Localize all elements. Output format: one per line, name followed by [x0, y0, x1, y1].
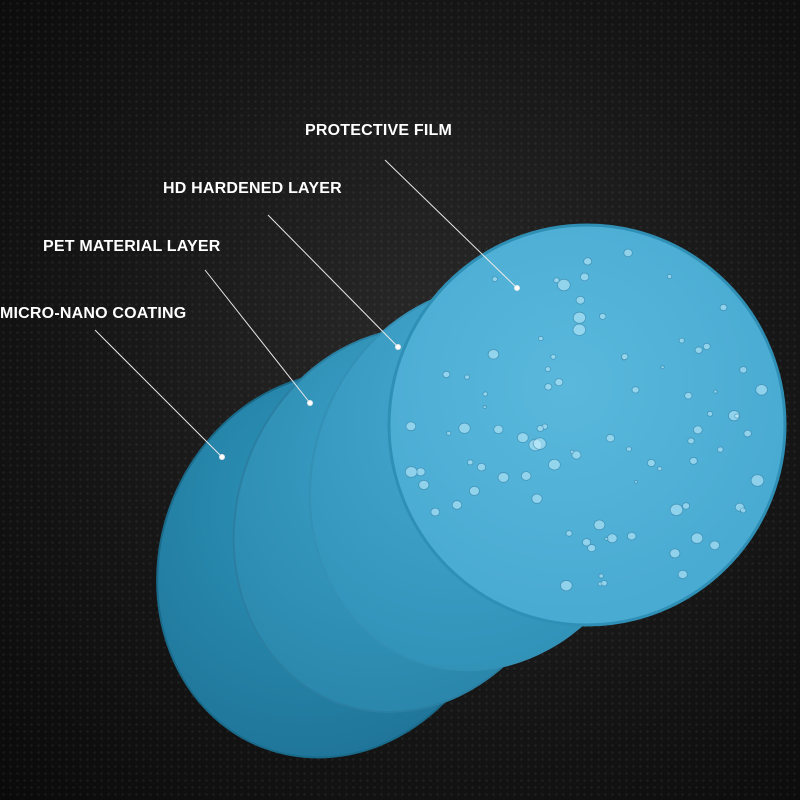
water-droplet — [657, 466, 663, 472]
water-droplet — [600, 580, 608, 587]
water-droplet — [755, 384, 768, 396]
water-droplet — [693, 425, 703, 435]
water-droplet — [418, 479, 430, 490]
water-droplet — [582, 538, 591, 547]
water-droplet — [557, 278, 571, 292]
water-droplet — [687, 437, 695, 445]
water-droplet — [464, 374, 470, 380]
protective-film-label: PROTECTIVE FILM — [305, 122, 452, 139]
water-droplet — [458, 422, 471, 434]
pet-material-layer-label: PET MATERIAL LAYER — [43, 238, 221, 255]
water-droplet — [493, 424, 504, 434]
water-droplet — [660, 365, 665, 370]
water-droplet — [669, 503, 684, 516]
water-droplet — [717, 446, 724, 453]
water-droplet — [599, 313, 607, 320]
hd-hardened-layer-dot — [395, 344, 401, 350]
water-droplet — [572, 311, 587, 324]
water-droplet — [593, 519, 606, 531]
water-droplet — [702, 342, 711, 351]
water-droplet — [719, 304, 728, 311]
water-droplet — [569, 449, 575, 454]
water-droplet — [560, 580, 573, 592]
micro-nano-coating-label: MICRO-NANO COATING — [0, 305, 187, 322]
water-droplet — [571, 450, 582, 460]
micro-nano-coating-leader-line — [94, 329, 223, 458]
water-droplet — [446, 431, 452, 436]
water-droplet — [605, 434, 615, 443]
pet-material-layer-leader-line — [204, 269, 311, 404]
water-droplet — [740, 507, 747, 514]
water-droplet — [669, 548, 681, 559]
hd-hardened-layer-leader-line — [267, 214, 399, 348]
water-droplets — [404, 248, 768, 592]
water-droplet — [442, 370, 451, 378]
water-droplet — [621, 353, 629, 360]
hd-hardened-layer-label: HD HARDENED LAYER — [163, 180, 342, 197]
water-droplet — [666, 274, 673, 279]
water-droplet — [415, 467, 426, 477]
water-droplet — [709, 540, 720, 551]
water-droplet — [627, 531, 637, 541]
water-droplet — [451, 500, 463, 510]
water-droplet — [694, 346, 703, 354]
water-droplet — [482, 391, 488, 397]
water-droplet — [544, 366, 551, 372]
water-droplet — [544, 383, 553, 391]
water-droplet — [554, 378, 564, 387]
protective-film-leader-line — [384, 159, 518, 289]
micro-nano-coating-dot — [219, 454, 225, 460]
water-droplet — [466, 459, 474, 466]
water-droplet — [405, 421, 417, 432]
water-droplet — [646, 459, 656, 467]
water-droplet — [536, 425, 544, 432]
water-droplet — [587, 544, 597, 553]
water-droplet — [430, 507, 440, 517]
water-droplet — [713, 389, 718, 394]
pet-material-layer-dot — [307, 400, 313, 406]
water-droplet — [606, 533, 618, 544]
water-droplet — [497, 472, 510, 483]
water-droplet — [579, 272, 590, 282]
protective-film-disc — [387, 223, 787, 627]
water-droplet — [604, 537, 609, 541]
water-droplet — [743, 429, 752, 438]
water-droplet — [538, 336, 544, 342]
water-droplet — [739, 366, 748, 374]
water-droplet — [476, 462, 487, 472]
water-droplet — [634, 480, 638, 484]
water-droplet — [682, 502, 691, 510]
water-droplet — [623, 248, 633, 258]
water-droplet — [690, 532, 704, 544]
water-droplet — [706, 411, 714, 417]
water-droplet — [404, 466, 418, 478]
water-droplet — [550, 354, 557, 360]
water-droplet — [734, 413, 740, 419]
water-droplet — [553, 277, 560, 284]
water-droplet — [482, 405, 487, 409]
water-droplet — [750, 474, 765, 487]
water-droplet — [689, 457, 698, 465]
water-droplet — [491, 276, 498, 282]
water-droplet — [516, 432, 529, 443]
protective-film-dot — [514, 285, 520, 291]
water-droplet — [678, 337, 685, 344]
water-droplet — [572, 323, 587, 336]
water-droplet — [583, 257, 593, 266]
water-droplet — [548, 459, 561, 471]
water-droplet — [487, 349, 500, 360]
water-droplet — [575, 295, 586, 305]
water-droplet — [532, 437, 547, 450]
water-droplet — [677, 569, 688, 579]
water-droplet — [598, 573, 604, 579]
water-droplet — [626, 446, 632, 452]
water-droplet — [531, 493, 543, 504]
water-droplet — [565, 530, 573, 537]
water-droplet — [468, 486, 480, 496]
water-droplet — [521, 471, 532, 481]
water-droplet — [631, 386, 640, 394]
water-droplet — [684, 391, 693, 400]
